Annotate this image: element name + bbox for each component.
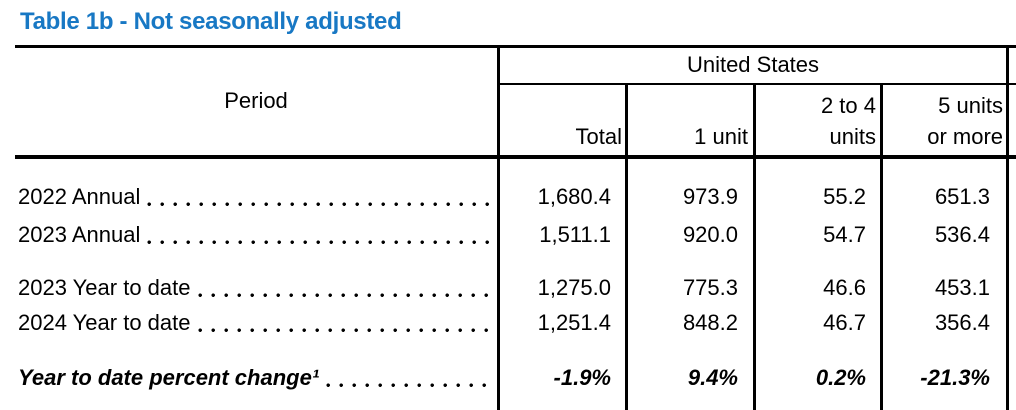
period-label: Year to date percent change¹: [18, 365, 320, 390]
column-header-2-to-4-units: 2 to 4 units: [756, 86, 876, 155]
column-header-1-unit: 1 unit: [628, 86, 748, 155]
value-5-units-or-more: 651.3: [934, 184, 990, 209]
period-label: 2024 Year to date: [18, 310, 191, 335]
value-1-unit: 848.2: [682, 310, 738, 335]
column-header-line2: or more: [927, 124, 1003, 149]
value-1-unit: 920.0: [682, 222, 738, 247]
period-column-divider: [497, 45, 500, 410]
one-unit-column-divider: [753, 83, 756, 410]
value-total: 1,251.4: [537, 310, 611, 335]
value-1-unit: 775.3: [682, 275, 738, 300]
value-total: 1,511.1: [539, 222, 611, 247]
value-1-unit: 9.4%: [687, 365, 738, 390]
value-total: 1,275.0: [537, 275, 611, 300]
period-label: 2023 Year to date: [18, 275, 191, 300]
value-2-to-4-units: 55.2: [823, 184, 866, 209]
two-to-four-column-divider: [880, 83, 883, 410]
column-header-5-units-or-more: 5 units or more: [883, 86, 1003, 155]
period-column-header: Period: [224, 88, 288, 113]
value-2-to-4-units: 54.7: [823, 222, 866, 247]
dot-leader: [147, 239, 489, 246]
period-label: 2022 Annual: [18, 184, 141, 209]
region-header-bottom-border: [497, 83, 1016, 85]
column-header-line2: Total: [575, 124, 622, 149]
column-header-total: Total: [500, 86, 622, 155]
value-5-units-or-more: 453.1: [934, 275, 990, 300]
column-header-line2: 1 unit: [694, 124, 748, 149]
column-header-line2: units: [829, 124, 876, 149]
value-total: -1.9%: [553, 365, 611, 390]
dot-leader: [147, 201, 489, 208]
region-header: United States: [686, 52, 820, 77]
value-2-to-4-units: 46.7: [823, 310, 866, 335]
value-5-units-or-more: -21.3%: [920, 365, 990, 390]
dot-leader: [197, 327, 489, 334]
total-column-divider: [625, 83, 628, 410]
column-header-line1: 5 units: [938, 93, 1003, 118]
table-row-label: 2023 Annual: [18, 219, 491, 251]
region-right-divider: [1006, 45, 1009, 410]
table-title: Table 1b - Not seasonally adjusted: [20, 8, 402, 35]
period-label: 2023 Annual: [18, 222, 141, 247]
dot-leader: [326, 382, 489, 389]
table-top-border: [15, 45, 1016, 48]
value-total: 1,680.4: [537, 184, 611, 209]
table-row-label: 2022 Annual: [18, 181, 491, 213]
dot-leader: [197, 292, 489, 299]
value-2-to-4-units: 46.6: [823, 275, 866, 300]
table-row-label: 2023 Year to date: [18, 272, 491, 304]
column-header-bottom-border: [15, 155, 1016, 159]
table-row-label: Year to date percent change¹: [18, 362, 491, 394]
value-5-units-or-more: 536.4: [934, 222, 990, 247]
table-row-label: 2024 Year to date: [18, 307, 491, 339]
column-header-line1: 2 to 4: [820, 93, 876, 118]
value-2-to-4-units: 0.2%: [815, 365, 866, 390]
value-5-units-or-more: 356.4: [934, 310, 990, 335]
value-1-unit: 973.9: [682, 184, 738, 209]
